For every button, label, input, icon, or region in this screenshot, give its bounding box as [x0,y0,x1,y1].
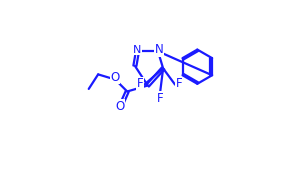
Text: F: F [137,77,143,90]
Text: N: N [154,43,163,56]
Text: N: N [133,45,141,55]
Text: O: O [110,71,119,84]
Text: O: O [115,100,124,113]
Text: F: F [157,92,164,105]
Text: F: F [176,77,183,90]
